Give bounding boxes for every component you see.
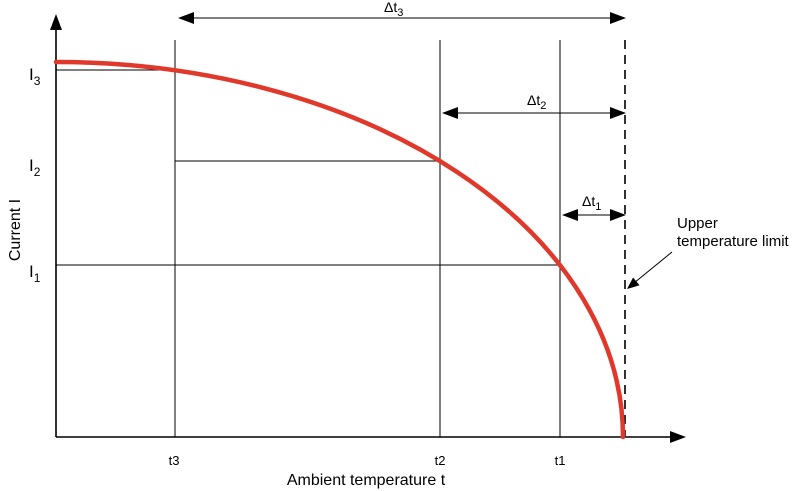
i1-label-index: 1	[34, 271, 41, 285]
i1-label: I1	[29, 262, 41, 285]
delta-t3-label: Δt3	[384, 0, 403, 19]
y-axis-arrowhead	[50, 14, 62, 30]
t1-tick-label: t1	[555, 453, 566, 468]
delta-t1-arrowhead-right	[610, 209, 626, 221]
i3-label: I3	[29, 65, 41, 88]
delta-t3-arrowhead-right	[610, 12, 626, 24]
delta-t3-arrowhead-left	[178, 12, 194, 24]
delta-t2-label-index: 2	[540, 100, 546, 112]
delta-t1-label-index: 1	[595, 201, 601, 213]
x-axis-title: Ambient temperature t	[287, 472, 446, 489]
y-axis-title: Current I	[7, 199, 24, 261]
i1-label-symbol: I	[29, 262, 34, 281]
delta-t2-arrowhead-left	[442, 107, 458, 119]
delta-t2-label-symbol: Δt	[527, 92, 540, 108]
i2-label: I2	[29, 156, 41, 179]
upper-limit-pointer-line	[635, 251, 673, 282]
i2-label-index: 2	[34, 165, 41, 179]
t2-tick-label: t2	[435, 453, 446, 468]
x-axis-arrowhead	[670, 431, 686, 443]
i3-label-index: 3	[34, 74, 41, 88]
upper-limit-label-line-2: temperature limit	[677, 233, 790, 250]
upper-limit-label-line-1: Upper	[677, 215, 718, 232]
delta-t2-label: Δt2	[527, 92, 546, 112]
delta-t3-label-index: 3	[397, 7, 403, 19]
upper-limit-label: Upper temperature limit	[677, 215, 790, 250]
delta-t2-arrowhead-right	[610, 107, 626, 119]
derating-curve	[53, 59, 626, 440]
delta-t1-arrowhead-left	[562, 209, 578, 221]
delta-t1-label: Δt1	[582, 193, 601, 213]
upper-limit-pointer-arrowhead	[627, 277, 640, 289]
t3-tick-label: t3	[169, 453, 180, 468]
i3-label-symbol: I	[29, 65, 34, 84]
delta-t1-label-symbol: Δt	[582, 193, 595, 209]
i2-label-symbol: I	[29, 156, 34, 175]
delta-t3-label-symbol: Δt	[384, 0, 397, 15]
